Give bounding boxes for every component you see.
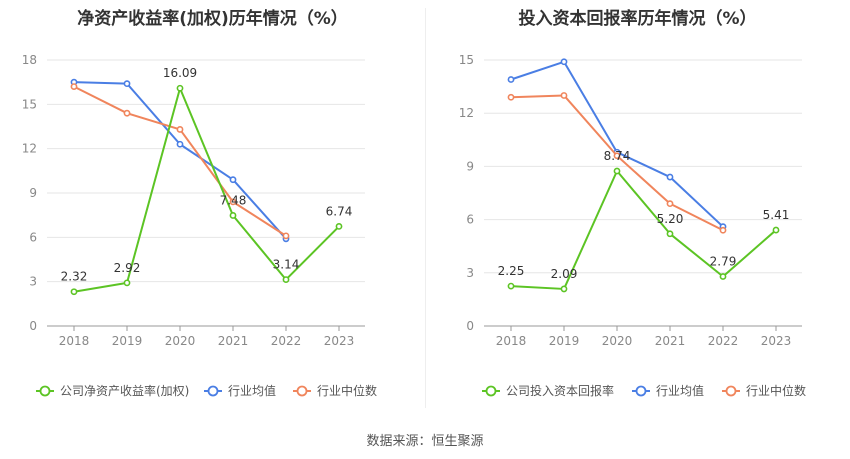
x-tick-label: 2020 — [165, 334, 196, 348]
data-label: 16.09 — [163, 66, 197, 80]
legend-label: 行业均值 — [228, 383, 276, 398]
data-point — [282, 276, 290, 283]
legend-marker — [725, 385, 737, 397]
legend-marker — [635, 385, 647, 397]
data-point — [123, 279, 131, 287]
legend-label: 公司投入资本回报率 — [506, 383, 614, 398]
y-tick-label: 15 — [22, 97, 37, 111]
data-label: 5.41 — [763, 208, 790, 222]
y-tick-label: 3 — [29, 275, 37, 289]
legend-label: 公司净资产收益率(加权) — [60, 383, 189, 398]
y-tick-label: 12 — [459, 106, 474, 120]
y-tick-label: 15 — [459, 53, 474, 67]
data-point — [176, 140, 184, 148]
x-tick-label: 2018 — [496, 334, 527, 348]
data-point — [560, 92, 568, 99]
chart-roic: 0 3 6 9 12 15 2018 2019 2020 2021 2022 2023 2.25 2.09… — [425, 0, 850, 420]
data-point — [229, 198, 237, 206]
y-tick-label: 12 — [22, 142, 37, 156]
data-point — [507, 93, 515, 101]
data-point — [613, 167, 621, 175]
data-point — [123, 80, 131, 88]
data-point — [613, 152, 621, 160]
data-point — [229, 212, 237, 219]
legend-label: 行业中位数 — [746, 383, 806, 398]
data-label: 8.74 — [604, 149, 631, 163]
legend-label: 行业中位数 — [317, 383, 377, 398]
x-tick-label: 2022 — [271, 334, 302, 348]
x-tick-label: 2019 — [549, 334, 580, 348]
x-tick-label: 2018 — [59, 334, 90, 348]
data-point — [229, 176, 237, 184]
data-label: 6.74 — [326, 204, 353, 218]
data-label: 2.79 — [710, 255, 737, 269]
data-point — [772, 226, 780, 234]
x-tick-label: 2022 — [708, 334, 739, 348]
y-tick-label: 6 — [29, 230, 37, 244]
data-point — [282, 232, 290, 240]
data-label: 2.09 — [551, 267, 578, 281]
legend-marker — [485, 385, 497, 397]
x-tick-label: 2020 — [602, 334, 633, 348]
data-label: 7.48 — [220, 193, 247, 207]
chart-roe: 0 3 6 9 12 15 18 2018 2019 2020 2021 2022 2023 2.32 2.… — [0, 0, 425, 420]
y-tick-label: 0 — [29, 319, 37, 333]
data-point — [176, 126, 184, 133]
data-point — [719, 226, 727, 234]
series-line-industry-mean — [510, 60, 724, 228]
data-point — [507, 282, 515, 290]
x-tick-label: 2021 — [655, 334, 686, 348]
legend-marker — [39, 385, 51, 397]
y-tick-label: 3 — [466, 266, 474, 280]
data-point — [666, 200, 674, 208]
data-point — [560, 285, 568, 293]
series-line-company — [73, 87, 340, 293]
y-tick-label: 18 — [22, 53, 37, 67]
data-label: 2.32 — [61, 270, 88, 284]
chart-roic-plot: 0 3 6 9 12 15 2018 2019 2020 2021 2022 2023 2.25 2.09… — [459, 53, 806, 398]
legend-marker — [296, 385, 308, 397]
y-tick-label: 0 — [466, 319, 474, 333]
data-point — [507, 76, 515, 83]
data-point — [719, 273, 727, 280]
data-point — [666, 173, 674, 181]
data-source-note: 数据来源：恒生聚源 — [366, 434, 484, 449]
x-tick-label: 2021 — [218, 334, 249, 348]
data-point — [176, 84, 184, 92]
y-tick-label: 6 — [466, 213, 474, 227]
chart-title: 投入资本回报率历年情况（%） — [518, 9, 757, 29]
chart-title: 净资产收益率(加权)历年情况（%） — [77, 9, 348, 29]
y-tick-label: 9 — [466, 159, 474, 173]
legend-marker — [207, 385, 219, 397]
data-label: 2.25 — [498, 264, 525, 278]
data-point — [666, 230, 674, 238]
x-tick-label: 2023 — [324, 334, 355, 348]
data-label: 3.14 — [273, 258, 300, 272]
data-point — [560, 58, 568, 66]
data-point — [123, 109, 131, 117]
data-label: 2.92 — [114, 261, 141, 275]
x-tick-label: 2019 — [112, 334, 143, 348]
y-tick-label: 9 — [29, 186, 37, 200]
data-label: 5.20 — [657, 212, 684, 226]
legend-label: 行业均值 — [656, 383, 704, 398]
series-line-company — [510, 170, 777, 290]
chart-roe-plot: 0 3 6 9 12 15 18 2018 2019 2020 2021 2022 2023 2.32 2.… — [22, 53, 377, 398]
data-point — [335, 222, 343, 230]
data-point — [70, 288, 78, 296]
x-tick-label: 2023 — [761, 334, 792, 348]
data-point — [70, 83, 78, 90]
series-line-industry-median — [73, 85, 287, 237]
chart-divider — [425, 8, 426, 408]
